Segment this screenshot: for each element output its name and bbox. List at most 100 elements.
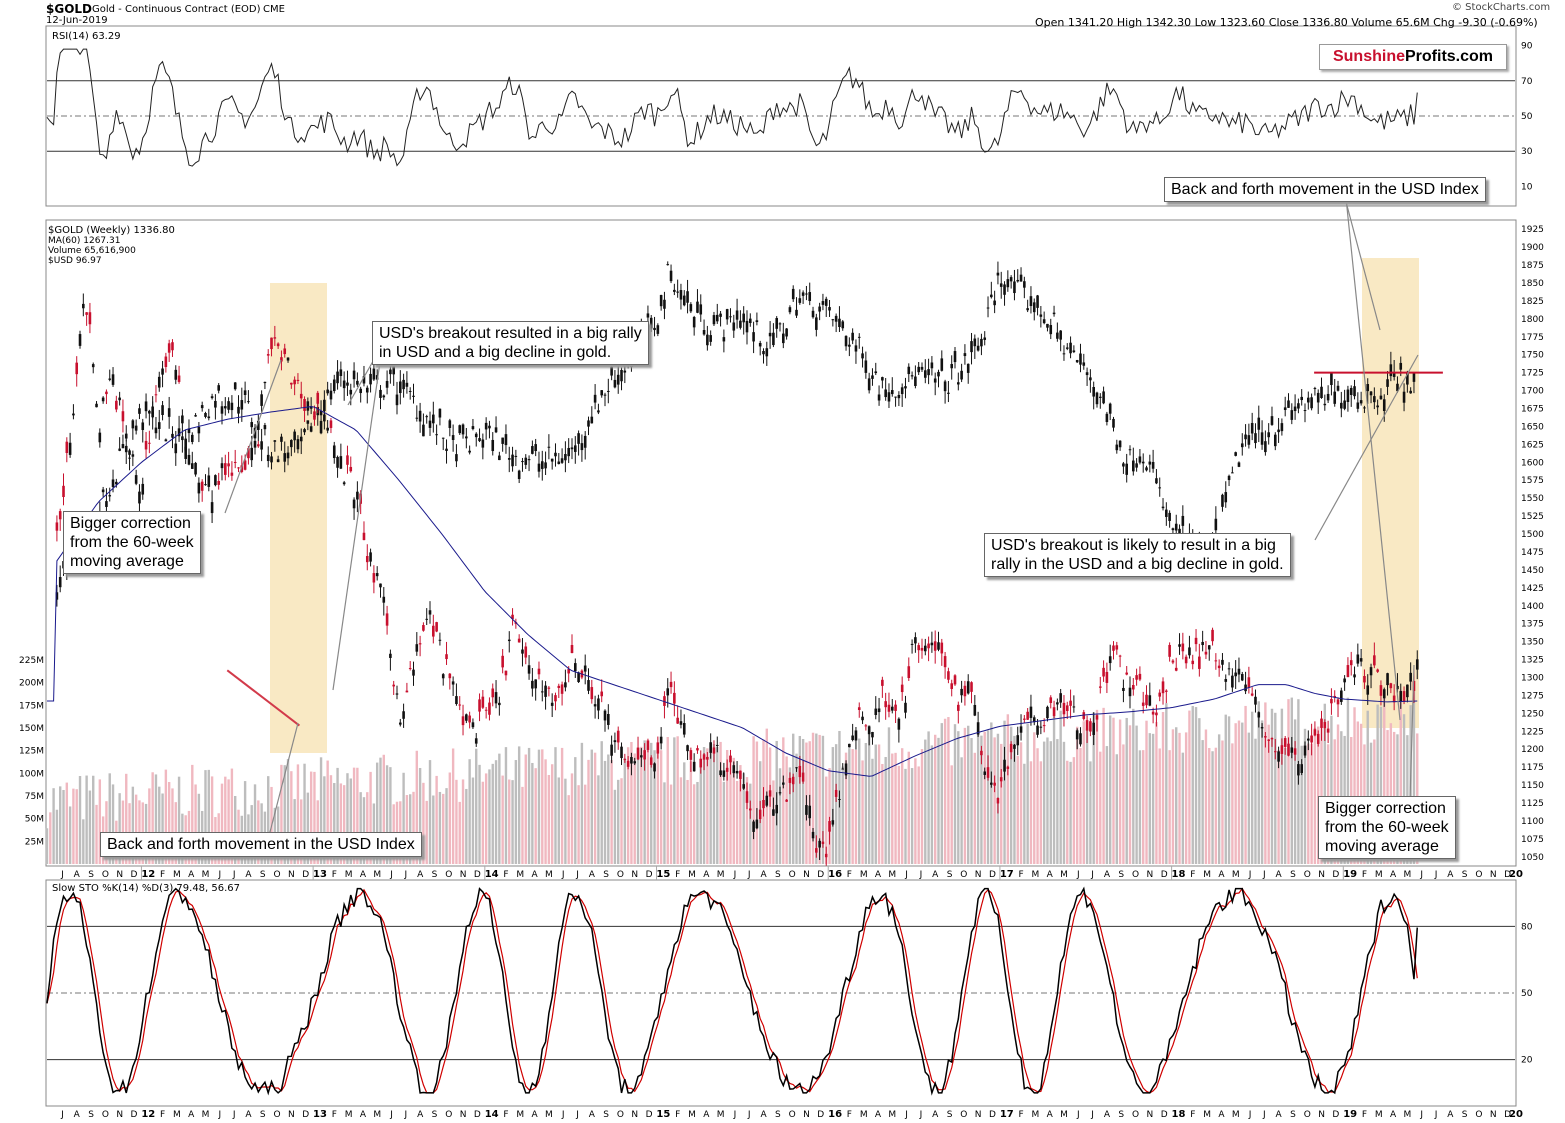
x-month-label: D (1504, 1110, 1511, 1120)
gold-candle-body (1373, 655, 1376, 666)
volume-bar (656, 742, 660, 864)
usd-candle-body (342, 380, 346, 389)
usd-candle-body (689, 304, 693, 312)
gold-candle-body (1227, 668, 1231, 670)
gold-candle-body (336, 456, 339, 468)
highlight-zone-2019 (1362, 258, 1419, 728)
volume-bar (577, 785, 580, 864)
gold-candle-body (448, 673, 452, 679)
legend-usd: $USD 96.97 (48, 256, 102, 266)
gold-candle-body (1369, 667, 1373, 676)
price-tick-label: 1175 (1521, 763, 1544, 773)
usd-candle-body (1366, 384, 1370, 392)
sto-tick-label: 50 (1521, 989, 1533, 999)
gold-candle-body (204, 484, 207, 486)
volume-bar (511, 780, 514, 864)
usd-candle-body (171, 433, 174, 438)
usd-candle-body (359, 388, 362, 394)
volume-bar (544, 759, 547, 864)
usd-candle-body (1016, 279, 1020, 282)
gold-candle-body (1323, 722, 1327, 729)
usd-candle-body (1333, 391, 1337, 404)
usd-candle-body (940, 358, 944, 371)
usd-candle-body (775, 318, 779, 329)
gold-candle-body (323, 399, 326, 412)
volume-bar (1257, 701, 1260, 864)
leader-a1-2 (332, 361, 381, 691)
legend-gold: $GOLD (Weekly) 1336.80 (48, 225, 175, 236)
x-month-label: M (1060, 870, 1068, 880)
usd-candle-body (223, 406, 227, 409)
volume-bar (1201, 740, 1204, 864)
gold-candle-body (1330, 699, 1333, 704)
volume-bar (917, 766, 920, 864)
volume-bar (1237, 720, 1241, 864)
gold-candle-body (663, 696, 666, 706)
usd-candle-body (620, 369, 623, 382)
volume-bar (679, 777, 683, 864)
x-year-label: 16 (828, 1109, 842, 1120)
usd-candle-body (323, 414, 326, 422)
volume-bar (930, 745, 934, 864)
gold-candle-body (85, 312, 88, 315)
gold-candle-body (653, 763, 656, 772)
gold-candle-body (118, 397, 121, 401)
usd-candle-body (1174, 523, 1178, 531)
usd-candle-body (389, 369, 392, 375)
gold-candle-body (821, 841, 825, 845)
gold-candle-body (887, 704, 891, 712)
volume-bar (778, 768, 782, 864)
volume-bar (920, 749, 924, 864)
usd-candle-body (303, 429, 306, 433)
gold-candle-body (408, 668, 412, 670)
x-month-label: M (1203, 870, 1211, 880)
usd-candle-body (706, 334, 709, 346)
gold-candle-body (801, 772, 805, 782)
usd-candle-body (673, 289, 676, 292)
volume-bar (1270, 708, 1274, 864)
usd-candle-body (1363, 407, 1366, 409)
volume-bar (313, 771, 316, 864)
gold-candle-body (134, 475, 138, 484)
gold-candle-body (772, 809, 775, 816)
legend-ma: MA(60) 1267.31 (48, 236, 121, 246)
volume-bar (134, 794, 138, 864)
gold-candle-body (174, 369, 178, 380)
volume-bar (976, 729, 980, 864)
gold-candle-body (1310, 735, 1313, 743)
usd-candle-body (488, 425, 491, 429)
usd-candle-body (755, 320, 759, 323)
price-tick-label: 1650 (1521, 422, 1544, 432)
gold-candle-body (867, 726, 871, 735)
volume-bar (871, 758, 874, 864)
volume-bar (937, 737, 940, 864)
x-month-label: M (1032, 870, 1040, 880)
volume-bar (1287, 699, 1290, 864)
usd-candle-body (788, 307, 792, 313)
ohlc-readout: Open 1341.20 High 1342.30 Low 1323.60 Cl… (1035, 16, 1538, 29)
gold-candle-body (369, 552, 372, 562)
gold-candle-body (600, 691, 604, 697)
gold-candle-body (1270, 737, 1274, 740)
usd-candle-body (857, 336, 861, 338)
volume-bar (504, 747, 508, 864)
usd-candle-body (306, 420, 310, 424)
gold-candle-body (593, 704, 597, 707)
volume-bar (1019, 742, 1023, 864)
price-tick-label: 1600 (1521, 458, 1544, 468)
volume-bar (286, 758, 290, 864)
credit-label: © StockCharts.com (1452, 2, 1551, 13)
x-month-label: J (561, 870, 565, 880)
volume-bar (590, 749, 594, 864)
x-month-label: S (1290, 1110, 1296, 1120)
leader-a1-1 (347, 355, 377, 406)
rsi-tick-label: 50 (1521, 112, 1533, 122)
volume-bar (1290, 697, 1293, 864)
volume-bar (389, 767, 392, 864)
volume-bar (1231, 743, 1234, 864)
usd-candle-body (1412, 373, 1416, 382)
gold-candle-body (392, 684, 395, 687)
usd-candle-body (831, 319, 835, 321)
usd-candle-body (1290, 410, 1294, 420)
volume-bar (584, 784, 587, 864)
